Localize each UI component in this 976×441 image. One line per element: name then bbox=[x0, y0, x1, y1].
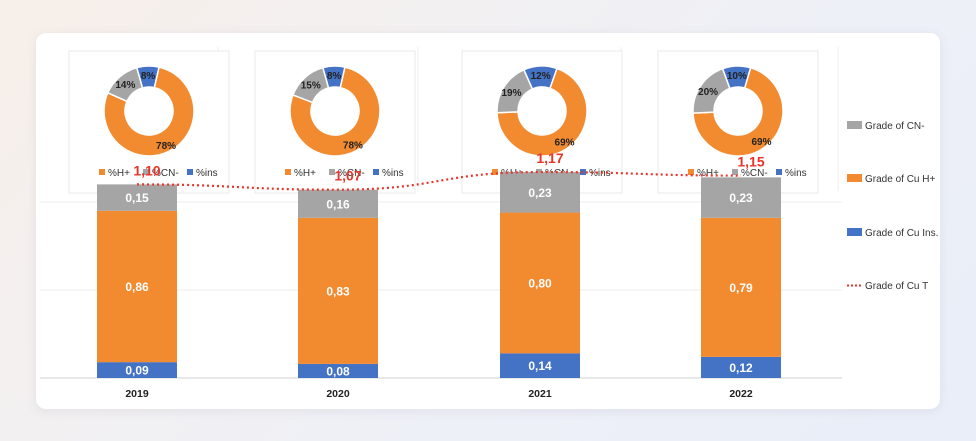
donut-slice-%H+ bbox=[289, 66, 381, 157]
bar-segment-grade-of-cu-ins- bbox=[97, 362, 177, 378]
donut-slice-%CN- bbox=[106, 66, 144, 103]
donut-legend-label: %H+ bbox=[108, 168, 130, 179]
bar-segment-grade-of-cn- bbox=[298, 189, 378, 218]
x-tick-label: 2019 bbox=[125, 388, 149, 400]
donut-legend-label: %H+ bbox=[697, 168, 719, 179]
x-tick-label: 2021 bbox=[528, 388, 552, 400]
bar-segment-grade-of-cu-h- bbox=[701, 217, 781, 357]
donut-legend-label: %ins bbox=[196, 168, 218, 179]
legend-swatch bbox=[847, 121, 862, 129]
donut-slice-%CN- bbox=[692, 67, 731, 114]
total-value-label: 1,07 bbox=[334, 168, 361, 184]
donut-label: 12% bbox=[531, 71, 551, 82]
bar-segment-grade-of-cu-h- bbox=[298, 217, 378, 364]
donut-label: 8% bbox=[141, 71, 156, 82]
legend-label: Grade of Cu H+ bbox=[865, 174, 935, 185]
donut-slice-%CN- bbox=[291, 66, 330, 104]
donut-slice-%H+ bbox=[692, 66, 784, 157]
donut-legend-swatch bbox=[732, 169, 738, 175]
bar-value-label: 0,23 bbox=[528, 186, 552, 200]
stacked-bar-chart-with-donuts: 8% 78% 14% %H+ %CN- %ins 8% 78% 15% %H+ %CN- %ins 12… bbox=[40, 47, 938, 400]
donut-label: 10% bbox=[727, 71, 747, 82]
donut-label: 69% bbox=[555, 138, 575, 149]
donut-label: 78% bbox=[343, 141, 363, 152]
donut-label: 15% bbox=[301, 80, 321, 91]
bar-value-label: 0,15 bbox=[125, 191, 149, 205]
donut-label: 19% bbox=[501, 88, 521, 99]
total-grade-line bbox=[136, 170, 742, 191]
bar-value-label: 0,12 bbox=[729, 361, 753, 375]
x-tick-label: 2020 bbox=[326, 388, 350, 400]
donut-label: 14% bbox=[115, 80, 135, 91]
bar-segment-grade-of-cu-ins- bbox=[298, 363, 378, 378]
legend-label: Grade of Cu T bbox=[865, 281, 928, 292]
bar-value-label: 0,79 bbox=[729, 281, 753, 295]
donut-legend-swatch bbox=[99, 169, 105, 175]
legend-label: Grade of Cu Ins. bbox=[865, 228, 938, 239]
bar-value-label: 0,09 bbox=[125, 364, 149, 378]
donut-legend-label: %ins bbox=[382, 168, 404, 179]
legend-swatch bbox=[847, 174, 862, 182]
donut-legend-label: %ins bbox=[785, 168, 807, 179]
bar-segment-grade-of-cu-h- bbox=[500, 212, 580, 354]
x-tick-label: 2022 bbox=[729, 388, 753, 400]
total-value-label: 1,17 bbox=[536, 150, 563, 166]
donut-legend-swatch bbox=[329, 169, 335, 175]
donut-label: 69% bbox=[751, 137, 771, 148]
donut-legend-label: %CN- bbox=[741, 168, 768, 179]
donut-legend-swatch bbox=[492, 169, 498, 175]
bar-segment-grade-of-cn- bbox=[500, 172, 580, 213]
bar-segment-grade-of-cn- bbox=[97, 184, 177, 211]
donut-legend-label: %H+ bbox=[294, 168, 316, 179]
bar-value-label: 0,14 bbox=[528, 359, 552, 373]
donut-legend-swatch bbox=[187, 169, 193, 175]
bar-segment-grade-of-cu-ins- bbox=[701, 356, 781, 378]
donut-legend-swatch bbox=[536, 169, 542, 175]
chart-card: 8% 78% 14% %H+ %CN- %ins 8% 78% 15% %H+ %CN- %ins 12… bbox=[36, 33, 940, 409]
bar-value-label: 0,83 bbox=[326, 284, 350, 298]
legend-label: Grade of CN- bbox=[865, 121, 924, 132]
donut-label: 20% bbox=[698, 87, 718, 98]
donut-label: 8% bbox=[327, 71, 342, 82]
donut-2020: 8% 78% 15% %H+ %CN- %ins bbox=[254, 50, 416, 194]
bar-value-label: 0,23 bbox=[729, 191, 753, 205]
donut-legend-swatch bbox=[373, 169, 379, 175]
donut-slice-%CN- bbox=[496, 68, 534, 114]
bar-segment-grade-of-cu-ins- bbox=[500, 353, 580, 378]
bar-segment-grade-of-cn- bbox=[701, 177, 781, 218]
donut-slice-%H+ bbox=[103, 66, 195, 157]
donut-legend-swatch bbox=[688, 169, 694, 175]
bar-value-label: 0,16 bbox=[326, 197, 350, 211]
donut-2022: 10% 69% 20% %H+ %CN- %ins bbox=[657, 50, 819, 194]
legend-swatch bbox=[847, 228, 862, 236]
total-value-label: 1,15 bbox=[737, 154, 764, 170]
donut-legend-label: %CN- bbox=[338, 168, 365, 179]
donut-legend-swatch bbox=[776, 169, 782, 175]
donut-legend-label: %ins bbox=[589, 168, 611, 179]
donut-slice-%H+ bbox=[496, 67, 588, 157]
bar-segment-grade-of-cu-h- bbox=[97, 210, 177, 363]
donut-legend-swatch bbox=[143, 169, 149, 175]
bar-value-label: 0,08 bbox=[326, 364, 350, 378]
donut-legend-swatch bbox=[580, 169, 586, 175]
bar-value-label: 0,86 bbox=[125, 280, 149, 294]
donut-legend-swatch bbox=[285, 169, 291, 175]
donut-label: 78% bbox=[156, 141, 176, 152]
total-value-label: 1,10 bbox=[133, 162, 160, 178]
donut-2021: 12%69%19%%H+%CN-%ins bbox=[461, 50, 623, 194]
donut-legend-label: %CN- bbox=[152, 168, 179, 179]
bar-value-label: 0,80 bbox=[528, 276, 552, 290]
